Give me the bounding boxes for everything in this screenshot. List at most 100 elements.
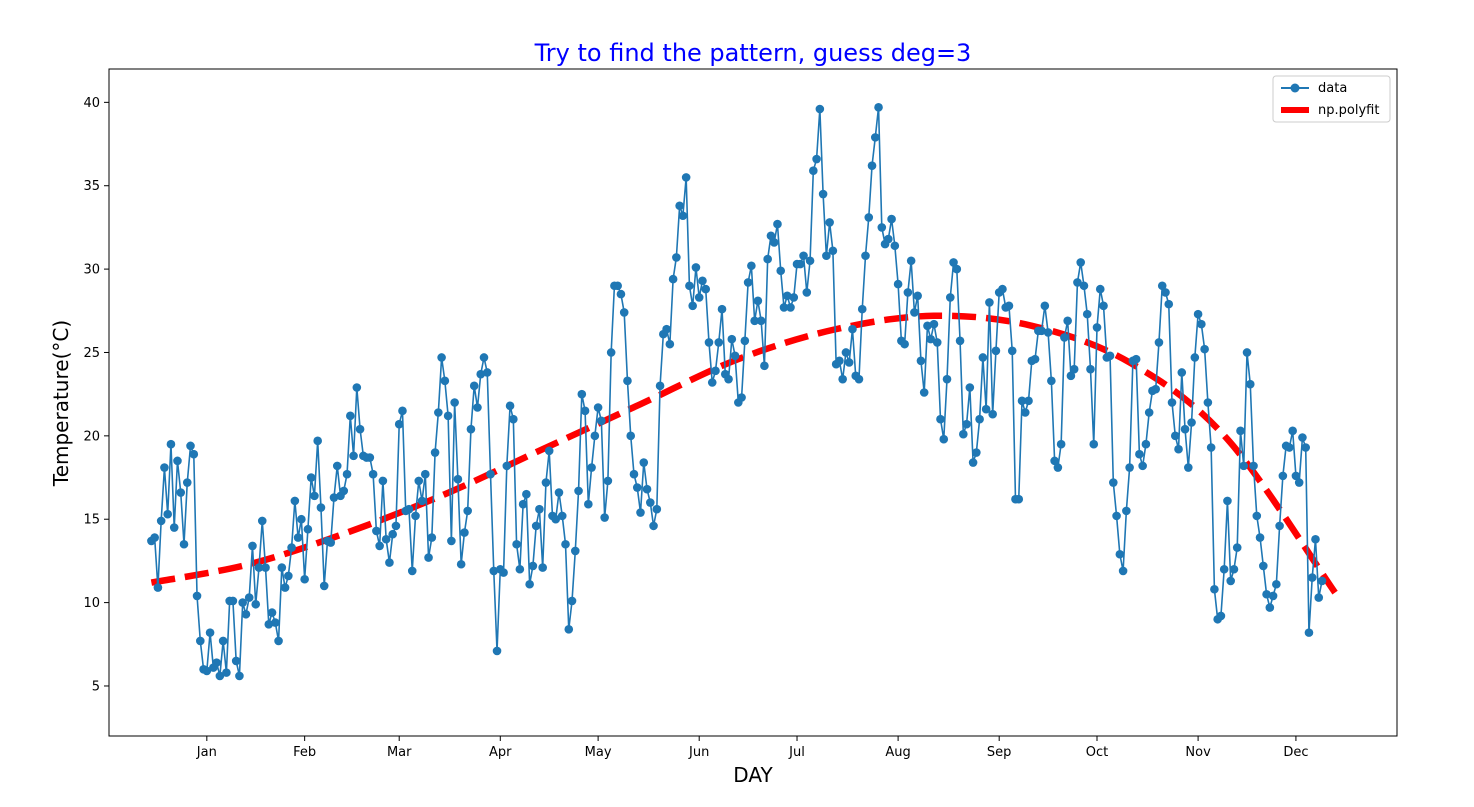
data-point (580, 406, 590, 416)
data-point (300, 574, 309, 584)
data-point (385, 558, 394, 567)
x-tick-label: Oct (1086, 745, 1108, 760)
data-point (244, 593, 254, 602)
data-point (192, 591, 202, 601)
data-point (623, 376, 632, 386)
data-point (238, 598, 247, 607)
data-point (691, 263, 701, 272)
data-point (1298, 433, 1307, 442)
legend: data np.polyfit (1272, 75, 1391, 123)
data-point (756, 316, 766, 326)
data-point (1252, 511, 1262, 521)
data-point (1089, 439, 1099, 449)
data-point (874, 103, 883, 112)
data-point (349, 451, 358, 461)
data-point (1079, 281, 1089, 291)
data-point (923, 321, 932, 331)
data-point (1229, 564, 1239, 574)
data-point (867, 161, 877, 171)
data-point (509, 414, 518, 424)
data-point (368, 469, 378, 479)
data-point (525, 579, 534, 589)
data-point (319, 581, 329, 591)
data-point (903, 288, 913, 297)
data-point (241, 609, 251, 619)
data-point (698, 276, 707, 286)
data-point (841, 348, 851, 357)
data-point (153, 583, 163, 592)
data-point (505, 401, 515, 411)
data-point (750, 316, 759, 326)
x-tick-label: Mar (387, 745, 412, 760)
y-tick-label: 25 (83, 346, 100, 361)
data-point (972, 448, 981, 457)
data-point (479, 353, 489, 362)
data-point (1092, 323, 1102, 332)
data-point (427, 533, 437, 542)
data-point (1245, 379, 1255, 389)
data-point (567, 596, 577, 606)
y-tick-label: 10 (83, 596, 100, 611)
chart-title: Try to find the pattern, guess deg=3 (534, 39, 972, 67)
data-point (1161, 288, 1170, 297)
data-point (254, 563, 264, 572)
data-point (1170, 431, 1180, 441)
data-point (1069, 364, 1079, 374)
data-point (737, 393, 746, 402)
data-point (1024, 396, 1033, 406)
data-point (799, 251, 808, 261)
data-point (453, 474, 463, 484)
data-point (212, 658, 221, 667)
data-point (688, 301, 697, 311)
data-point (1304, 628, 1314, 637)
data-point (280, 583, 290, 592)
data-point (290, 496, 300, 506)
data-point (394, 419, 404, 429)
data-point (988, 409, 997, 419)
data-point (975, 414, 984, 424)
data-point (1226, 576, 1235, 586)
data-point (593, 403, 603, 412)
data-point (518, 499, 528, 509)
data-point (228, 596, 238, 606)
data-point (1307, 573, 1317, 582)
data-point (665, 339, 675, 349)
data-point (528, 561, 538, 571)
data-point (342, 469, 352, 479)
data-point (264, 619, 274, 629)
data-point (717, 304, 727, 314)
data-point (1151, 384, 1160, 394)
data-point (456, 559, 466, 569)
data-point (271, 618, 280, 627)
data-point (1180, 424, 1190, 434)
data-point (1249, 461, 1258, 471)
data-point (1272, 579, 1281, 589)
data-point (1040, 301, 1050, 311)
data-point (1118, 566, 1128, 576)
data-point (1157, 281, 1167, 291)
data-point (626, 431, 636, 441)
data-point (828, 246, 838, 256)
data-point (1200, 344, 1209, 354)
data-point (668, 274, 678, 284)
data-point (822, 251, 831, 261)
data-point (215, 671, 225, 681)
data-point (1105, 351, 1115, 361)
data-point (1223, 496, 1232, 506)
data-point (1311, 534, 1320, 544)
data-point (786, 303, 795, 312)
data-point (949, 258, 958, 267)
data-point (887, 214, 896, 224)
data-point (1125, 463, 1134, 472)
data-point (743, 278, 753, 287)
data-point (313, 436, 322, 446)
data-point (584, 499, 593, 509)
data-point (945, 293, 955, 302)
data-point (1187, 418, 1196, 427)
data-point (1288, 426, 1297, 436)
data-point (339, 486, 349, 496)
data-point (476, 369, 486, 379)
data-point (1164, 299, 1174, 309)
y-axis-ticks: 5 10 15 20 25 30 35 40 (83, 96, 109, 694)
x-tick-label: Feb (293, 745, 316, 760)
